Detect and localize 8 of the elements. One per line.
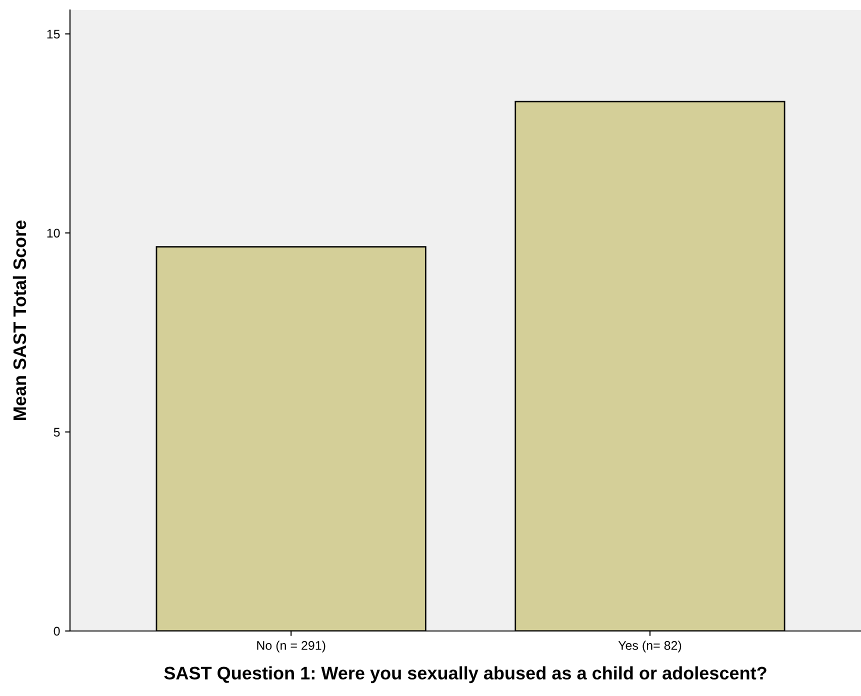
y-tick-label: 15 bbox=[47, 30, 60, 39]
y-tick-label: 0 bbox=[54, 626, 60, 636]
y-axis-title: Mean SAST Total Score bbox=[12, 220, 26, 420]
y-tick-label: 5 bbox=[54, 428, 60, 437]
y-tick-label: 10 bbox=[47, 228, 60, 238]
x-tick-label: Yes (n= 82) bbox=[618, 640, 682, 652]
x-tick-label: No (n = 291) bbox=[257, 640, 326, 652]
x-axis-title: SAST Question 1: Were you sexually abused as a child or adolescent? bbox=[164, 666, 766, 684]
